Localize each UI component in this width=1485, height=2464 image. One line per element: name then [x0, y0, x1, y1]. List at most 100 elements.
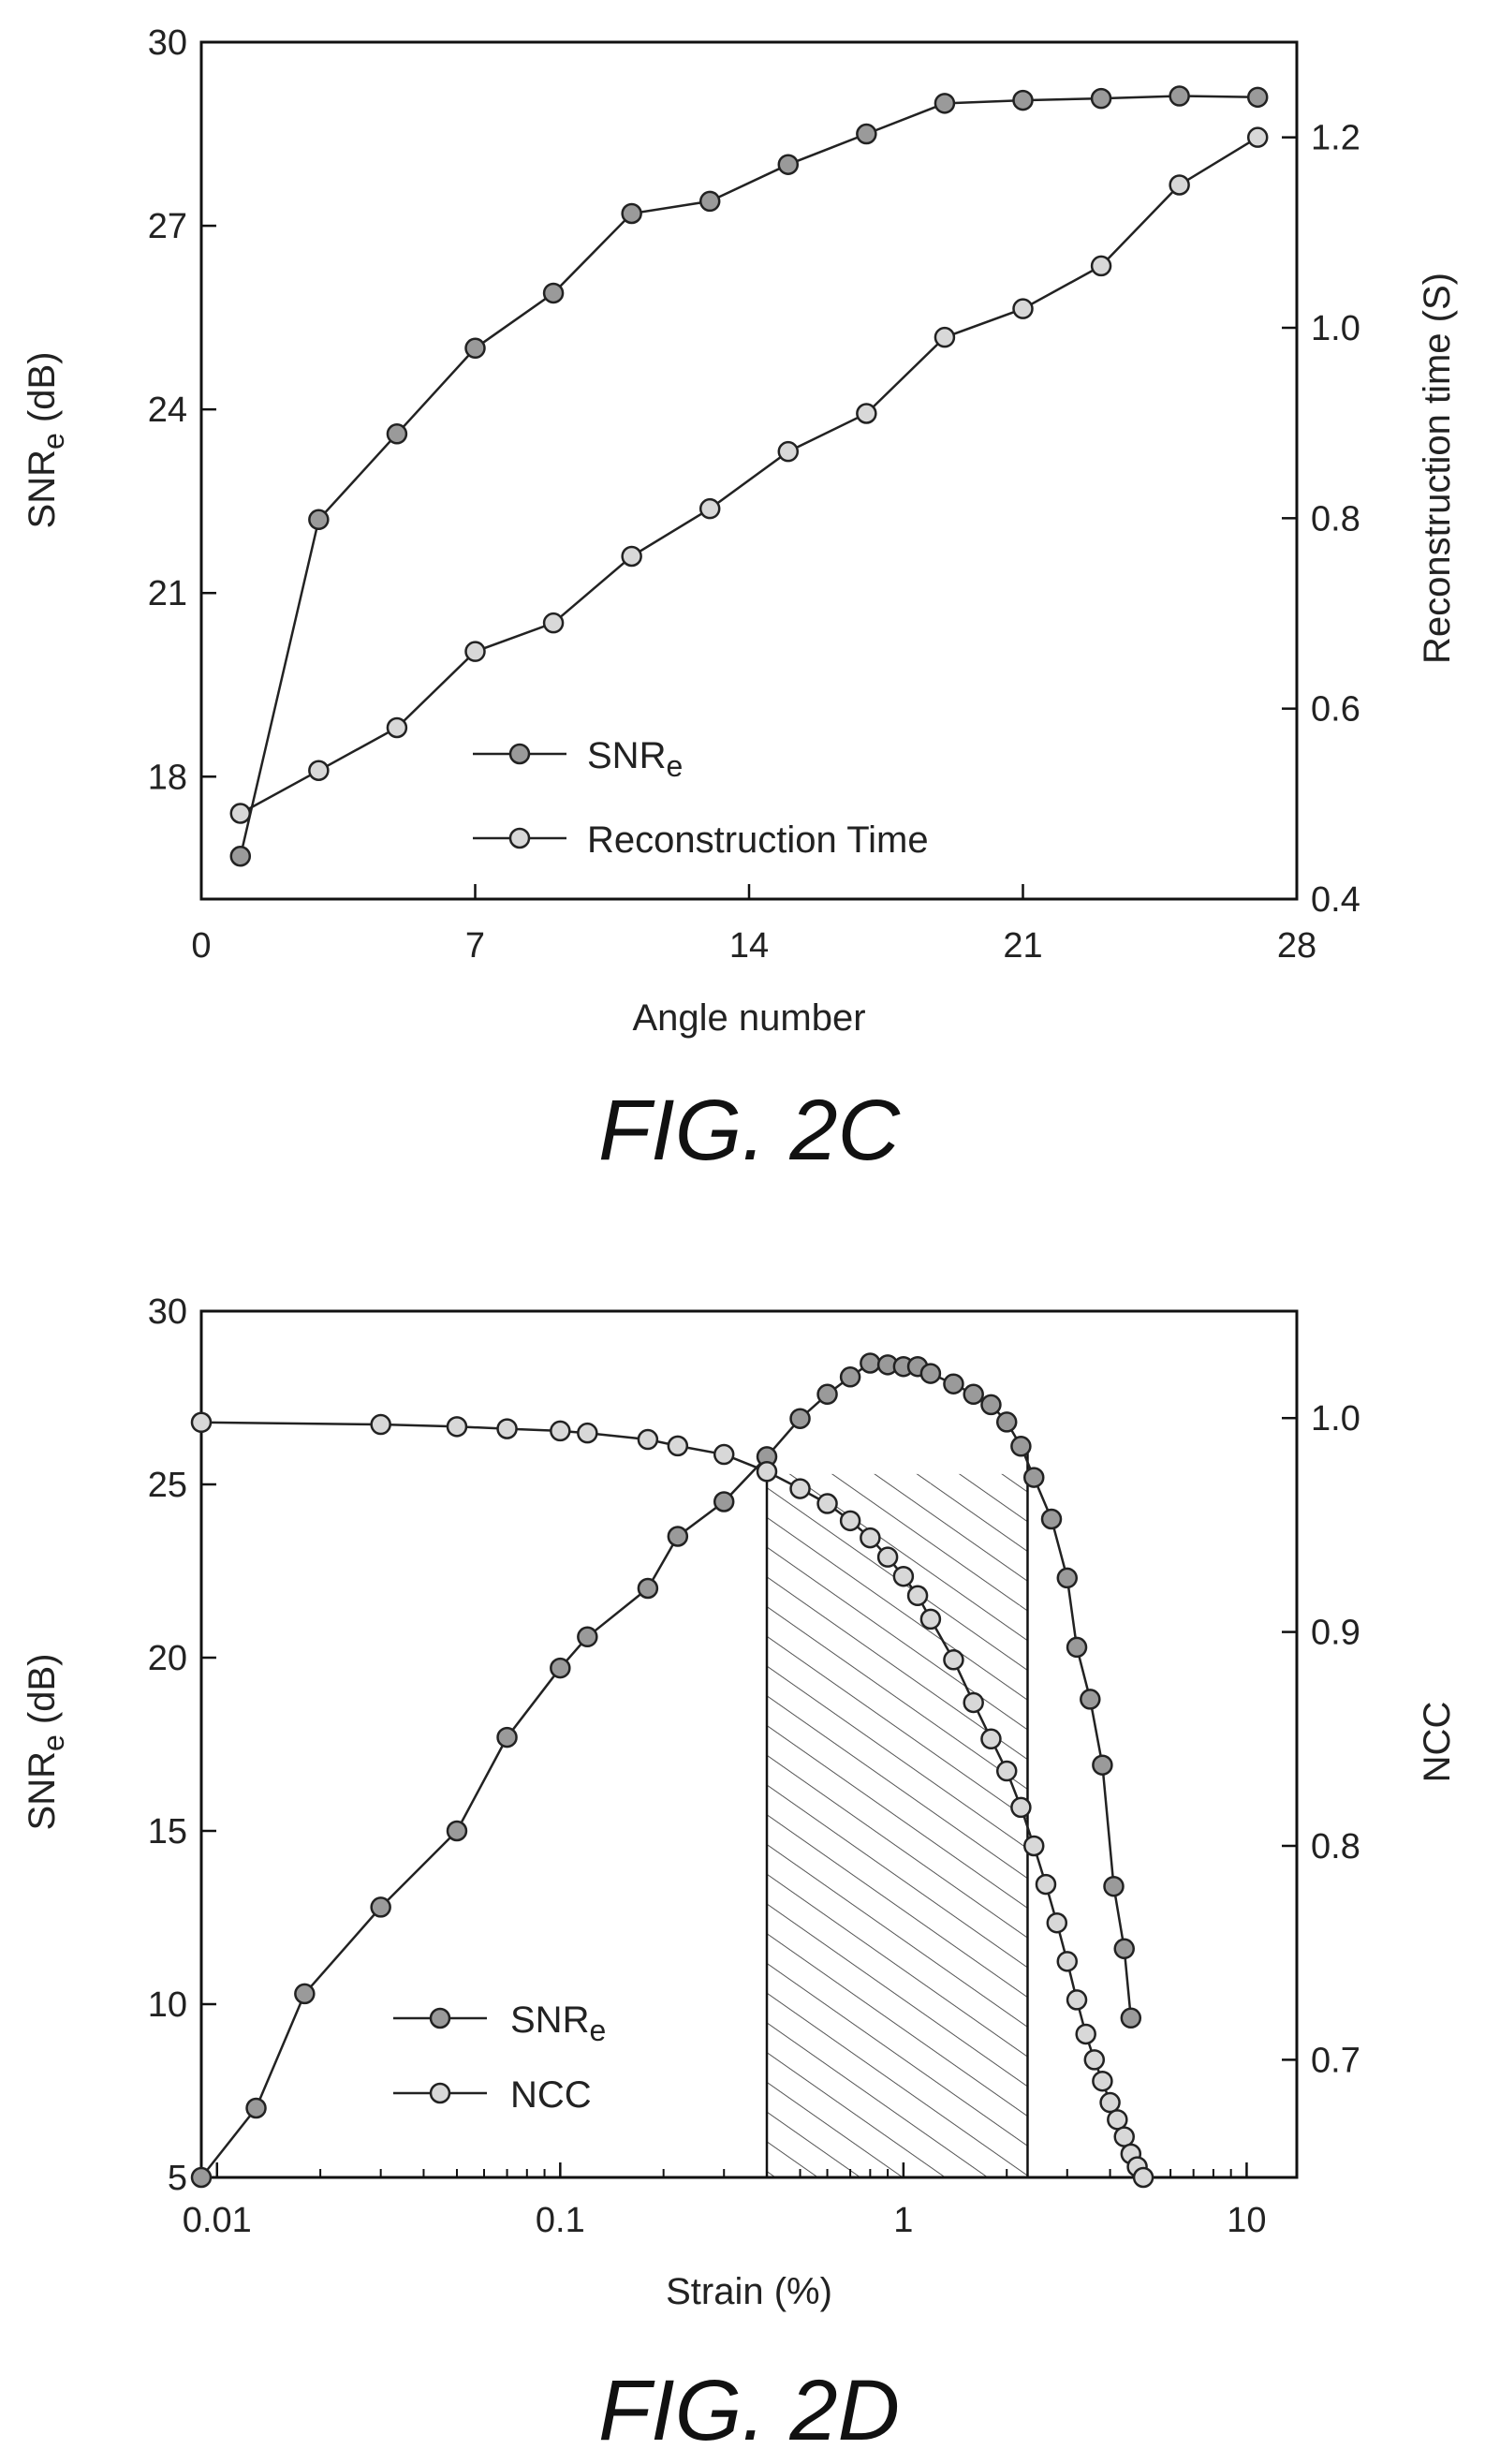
x-tick-label: 14 — [729, 926, 769, 966]
data-point — [860, 1352, 881, 1374]
x-tick-labels-2c: 0 7 14 21 28 — [191, 926, 1316, 966]
x-tick-label: 1 — [893, 2201, 913, 2240]
tick-marks-2d — [200, 1309, 1297, 2179]
shaded-band — [767, 1473, 1028, 2177]
figure-caption-2d: FIG. 2D — [598, 2363, 900, 2458]
data-point — [698, 497, 721, 520]
data-point — [980, 1728, 1002, 1750]
data-point — [1010, 1796, 1032, 1819]
data-point — [1113, 1938, 1135, 1960]
legend-label-recon: Reconstruction Time — [587, 819, 929, 861]
series-group-2d — [190, 1352, 1154, 2189]
y-tick-label: 18 — [148, 758, 187, 797]
data-point — [1022, 1467, 1045, 1488]
data-point — [1090, 87, 1112, 110]
data-point — [386, 423, 408, 445]
legend-marker-ncc — [429, 2082, 451, 2104]
data-point — [777, 154, 800, 175]
data-point — [294, 1983, 316, 2005]
data-point — [995, 1411, 1018, 1433]
y-tick-label: 25 — [148, 1466, 187, 1505]
x-axis-title-2c: Angle number — [632, 997, 865, 1039]
legend-label-ncc: NCC — [510, 2074, 592, 2116]
legend-label-main: SNR — [587, 735, 666, 776]
data-point — [756, 1461, 778, 1483]
y-axis-title-rest: (dB) — [22, 352, 63, 434]
data-point — [934, 326, 956, 348]
data-point — [995, 1760, 1018, 1782]
y-tick-label: 20 — [148, 1639, 187, 1678]
x-tick-label: 10 — [1227, 2201, 1266, 2240]
data-point — [789, 1478, 811, 1499]
data-point — [1040, 1508, 1063, 1530]
plot-frame-2c — [199, 40, 1299, 901]
legend-2d: SNRe NCC — [393, 1999, 606, 2116]
x-tick-labels-2d: 0.01 0.1 1 10 — [183, 2201, 1267, 2240]
data-point — [943, 1373, 964, 1394]
data-point — [1010, 1436, 1032, 1457]
x-tick-label: 0 — [191, 926, 211, 966]
data-point — [1066, 1636, 1088, 1659]
data-point — [446, 1416, 468, 1438]
legend-marker-recon — [508, 827, 531, 849]
y-tick-label: 30 — [148, 23, 187, 63]
data-point — [1246, 86, 1269, 109]
data-point — [698, 190, 721, 213]
x-tick-label: 0.01 — [183, 2201, 252, 2240]
y-axis-title-main: SNR — [22, 1751, 63, 1830]
data-point — [1113, 2126, 1135, 2147]
data-point — [386, 716, 408, 739]
data-point — [667, 1526, 689, 1547]
data-point — [1090, 255, 1112, 277]
y-tick-label: 21 — [148, 574, 187, 613]
data-point — [446, 1820, 468, 1842]
y-tick-label: 24 — [148, 391, 187, 430]
x-tick-label: 21 — [1003, 926, 1042, 966]
data-point — [577, 1422, 598, 1444]
data-point — [496, 1418, 518, 1439]
data-point — [1246, 126, 1269, 148]
data-point — [839, 1366, 861, 1388]
data-point — [856, 403, 877, 424]
y2-axis-title-2c: Reconstruction time (S) — [1417, 273, 1458, 664]
data-point — [1132, 2166, 1154, 2189]
legend-label-main: SNR — [510, 1999, 589, 2041]
data-point — [980, 1394, 1002, 1416]
legend-label-snre: SNRe — [587, 735, 683, 783]
shaded-region-2d — [765, 1442, 1029, 2177]
y-axis-title-rest: (dB) — [22, 1654, 63, 1735]
data-point — [190, 1411, 213, 1434]
y-tick-label: 15 — [148, 1812, 187, 1852]
data-point — [1022, 1835, 1045, 1857]
data-point — [777, 440, 800, 463]
data-point — [550, 1420, 571, 1442]
data-point — [1092, 2070, 1113, 2092]
data-point — [229, 803, 252, 824]
data-point — [713, 1491, 735, 1512]
data-point — [943, 1649, 964, 1671]
data-point — [816, 1493, 838, 1514]
data-point — [1012, 89, 1034, 111]
data-point — [1080, 1689, 1101, 1710]
data-point — [919, 1363, 942, 1384]
data-point — [1169, 174, 1190, 196]
data-point — [860, 1527, 881, 1549]
tick-marks-2c — [199, 40, 1299, 901]
data-point — [542, 282, 565, 304]
legend-label-snre: SNRe — [510, 1999, 606, 2047]
y-axis-title-main: SNR — [22, 450, 63, 528]
y2-tick-label: 0.8 — [1311, 499, 1360, 539]
data-point — [1056, 1951, 1079, 1972]
data-point — [816, 1383, 838, 1406]
data-point — [308, 760, 330, 781]
y2-tick-label: 0.4 — [1311, 880, 1360, 920]
y-tick-labels-2c: 18 21 24 27 30 — [148, 23, 187, 797]
data-point — [1056, 1567, 1079, 1589]
y2-tick-labels-2d: 0.7 0.8 0.9 1.0 — [1311, 1399, 1360, 2080]
y-tick-label: 27 — [148, 207, 187, 246]
data-point — [856, 123, 877, 145]
data-point — [190, 2166, 213, 2189]
y-tick-label: 30 — [148, 1292, 187, 1332]
data-point — [464, 641, 486, 662]
